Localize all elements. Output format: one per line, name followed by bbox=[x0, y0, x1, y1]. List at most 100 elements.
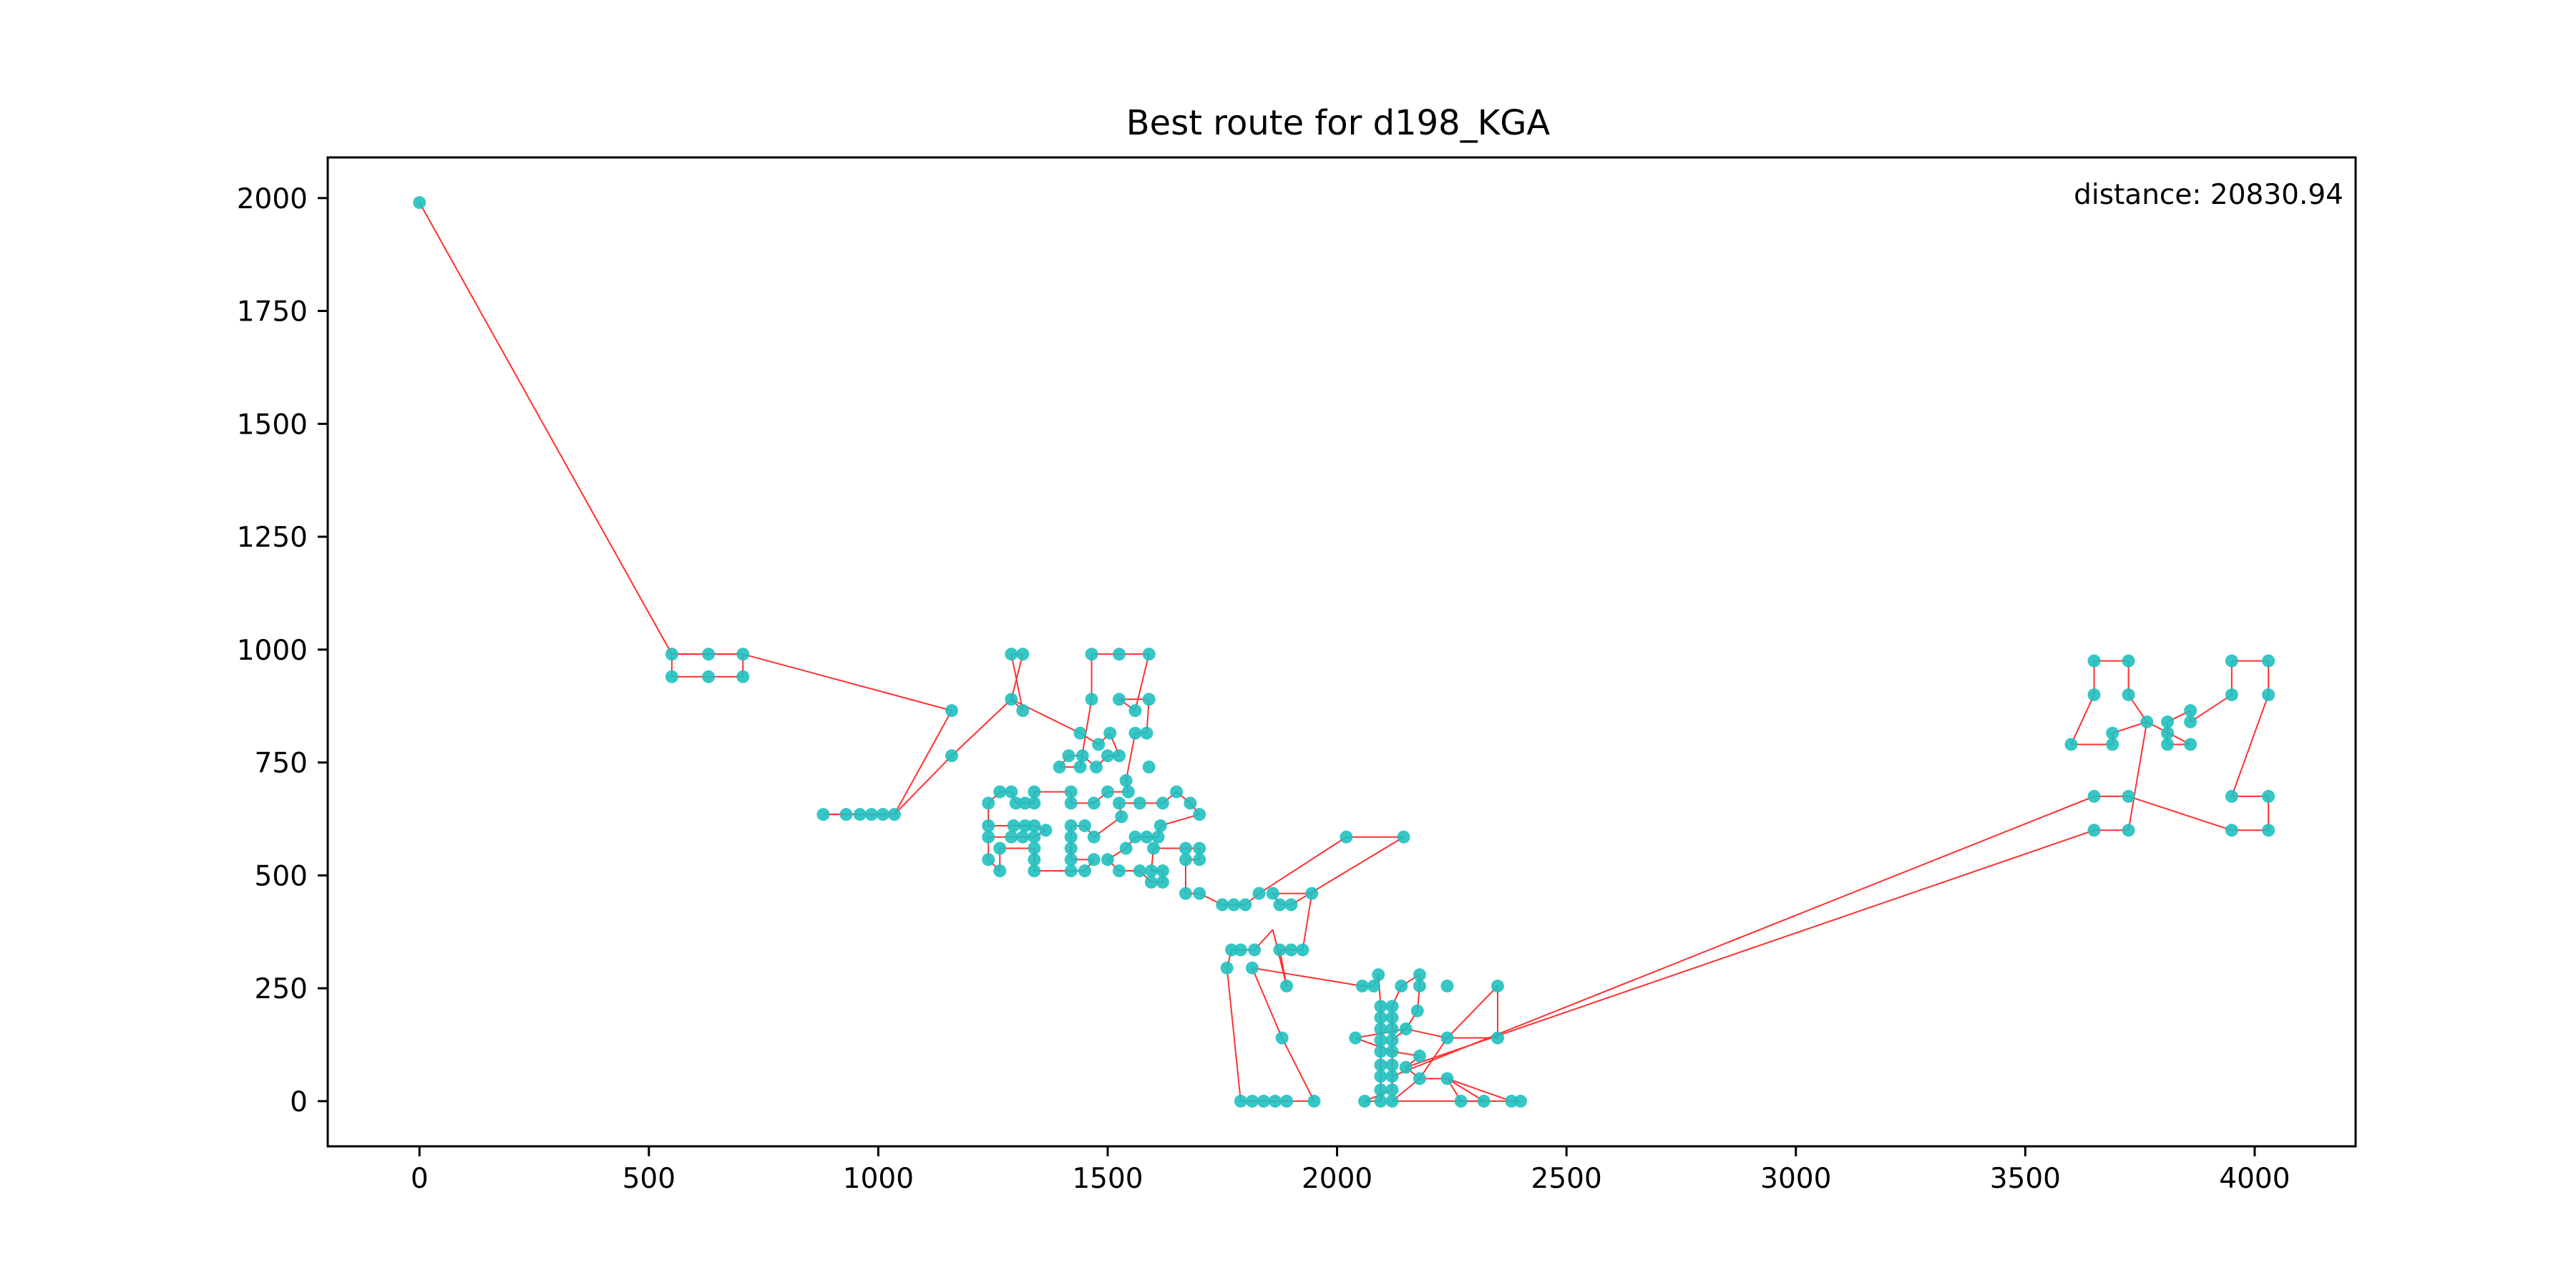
city-point bbox=[2262, 824, 2275, 837]
city-point bbox=[1144, 875, 1158, 889]
city-point bbox=[1385, 1033, 1399, 1047]
city-point bbox=[1374, 1022, 1387, 1035]
x-tick-label: 2500 bbox=[1531, 1163, 1602, 1195]
city-point bbox=[1252, 887, 1266, 900]
city-point bbox=[2184, 704, 2197, 718]
route-segment bbox=[893, 710, 952, 815]
route-segment bbox=[2127, 721, 2148, 831]
city-point bbox=[1179, 853, 1192, 867]
city-point bbox=[1115, 810, 1128, 824]
city-point bbox=[1078, 819, 1091, 832]
city-point bbox=[1064, 796, 1078, 810]
route-segment bbox=[1010, 653, 1024, 711]
city-point bbox=[1142, 693, 1156, 706]
city-point bbox=[1028, 864, 1041, 878]
city-point bbox=[993, 841, 1007, 855]
city-point bbox=[1505, 1094, 1518, 1108]
city-point bbox=[1128, 726, 1142, 740]
city-point bbox=[2161, 738, 2175, 751]
city-point bbox=[2140, 715, 2154, 728]
city-point bbox=[1234, 1094, 1247, 1108]
x-tick-label: 3500 bbox=[1990, 1163, 2061, 1195]
city-point bbox=[2087, 654, 2101, 668]
city-point bbox=[1009, 796, 1023, 810]
city-point bbox=[1245, 1094, 1259, 1108]
city-point bbox=[1170, 785, 1184, 799]
chart-title: Best route for d198_KGA bbox=[1126, 103, 1551, 143]
route-segment bbox=[894, 755, 952, 815]
city-point bbox=[993, 864, 1007, 878]
route-segment bbox=[1134, 653, 1150, 711]
city-point bbox=[1514, 1094, 1528, 1108]
y-tick-label: 750 bbox=[255, 748, 308, 780]
city-point bbox=[1280, 979, 1294, 992]
city-point bbox=[1385, 1011, 1399, 1025]
y-tick-label: 2000 bbox=[237, 183, 308, 215]
city-point bbox=[1018, 796, 1032, 810]
city-point bbox=[1005, 693, 1018, 706]
city-point bbox=[1085, 693, 1098, 706]
route-segment bbox=[1226, 967, 1241, 1101]
x-tick-label: 500 bbox=[623, 1163, 675, 1195]
city-point bbox=[1257, 1094, 1270, 1108]
x-axis-ticks: 0 500 1000 1500 2000 2500 3000 3500 4000 bbox=[411, 1146, 2290, 1195]
city-point bbox=[1113, 864, 1126, 878]
city-point bbox=[1113, 693, 1126, 706]
city-point bbox=[2161, 715, 2175, 728]
city-point bbox=[2106, 738, 2119, 751]
city-point bbox=[1358, 1094, 1372, 1108]
city-point bbox=[2225, 654, 2238, 668]
city-point bbox=[1440, 1031, 1454, 1045]
city-point bbox=[1140, 726, 1153, 740]
city-point bbox=[1156, 875, 1169, 889]
city-point bbox=[1374, 1083, 1387, 1097]
city-point bbox=[1248, 943, 1262, 957]
x-tick-label: 3000 bbox=[1760, 1163, 1831, 1195]
city-point bbox=[1142, 760, 1156, 774]
city-point bbox=[702, 648, 716, 661]
city-point bbox=[1349, 1031, 1362, 1045]
city-point bbox=[1440, 1072, 1454, 1085]
city-point bbox=[1101, 853, 1114, 867]
city-point bbox=[1385, 1045, 1399, 1058]
city-point bbox=[2262, 654, 2275, 668]
city-point bbox=[876, 808, 889, 821]
city-point bbox=[665, 670, 678, 683]
city-point bbox=[1064, 841, 1078, 855]
x-tick-label: 0 bbox=[411, 1163, 429, 1195]
city-point bbox=[2106, 726, 2119, 740]
city-point bbox=[1193, 853, 1206, 867]
city-point bbox=[1385, 1094, 1399, 1108]
city-point bbox=[1005, 830, 1018, 844]
city-point bbox=[1273, 943, 1287, 957]
city-point bbox=[1367, 979, 1380, 992]
route-segment bbox=[2190, 694, 2233, 723]
city-point bbox=[1491, 1031, 1504, 1045]
city-point bbox=[1064, 853, 1078, 867]
city-point bbox=[1179, 887, 1192, 900]
route-segment bbox=[2230, 694, 2270, 797]
city-point bbox=[1374, 1058, 1387, 1072]
city-point bbox=[1385, 1058, 1399, 1072]
city-point bbox=[993, 785, 1007, 799]
city-point bbox=[1064, 864, 1078, 878]
city-point bbox=[1028, 853, 1041, 867]
y-tick-label: 1000 bbox=[237, 635, 308, 667]
city-point bbox=[1142, 648, 1156, 661]
city-point bbox=[1355, 979, 1369, 992]
city-point bbox=[2087, 824, 2101, 837]
city-point bbox=[1151, 830, 1165, 844]
city-point bbox=[1028, 841, 1041, 855]
city-point bbox=[1374, 1033, 1387, 1047]
city-point bbox=[2184, 715, 2197, 728]
city-point bbox=[1140, 830, 1153, 844]
city-point bbox=[1193, 808, 1206, 821]
city-point bbox=[1113, 796, 1126, 810]
route-segment bbox=[1392, 796, 2094, 1078]
city-point bbox=[2122, 688, 2135, 701]
city-point bbox=[1307, 1094, 1321, 1108]
city-point bbox=[1193, 887, 1206, 900]
route-segment bbox=[1302, 893, 1313, 950]
city-point bbox=[1374, 1045, 1387, 1058]
distance-annotation: distance: 20830.94 bbox=[2074, 179, 2343, 211]
